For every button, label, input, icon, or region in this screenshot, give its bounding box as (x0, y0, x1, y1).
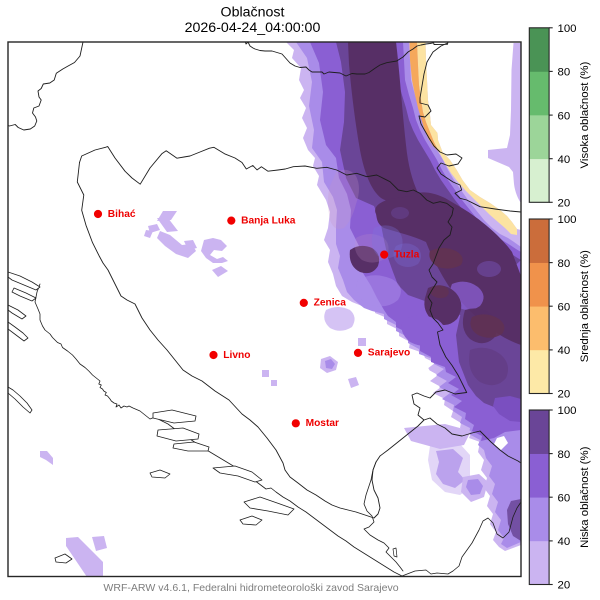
svg-text:Mostar: Mostar (306, 418, 339, 429)
svg-text:Tuzla: Tuzla (394, 249, 420, 260)
svg-text:20: 20 (558, 580, 571, 592)
svg-text:80: 80 (558, 258, 571, 270)
svg-text:20: 20 (558, 389, 571, 401)
svg-text:80: 80 (558, 67, 571, 79)
svg-text:40: 40 (558, 154, 571, 166)
svg-text:Sarajevo: Sarajevo (368, 348, 410, 359)
svg-text:20: 20 (558, 198, 571, 210)
svg-text:Banja Luka: Banja Luka (241, 215, 296, 226)
svg-text:Srednja oblačnost (%): Srednja oblačnost (%) (579, 250, 591, 362)
svg-text:Livno: Livno (223, 350, 250, 361)
svg-text:60: 60 (558, 301, 571, 313)
svg-text:100: 100 (558, 23, 577, 35)
svg-text:Bihać: Bihać (108, 209, 136, 220)
svg-text:100: 100 (558, 214, 577, 226)
svg-text:2026-04-24_04:00:00: 2026-04-24_04:00:00 (185, 20, 321, 36)
svg-text:Oblačnost: Oblačnost (221, 4, 285, 20)
svg-text:40: 40 (558, 536, 571, 548)
svg-text:80: 80 (558, 449, 571, 461)
svg-text:Visoka oblačnost (%): Visoka oblačnost (%) (579, 61, 591, 168)
svg-text:WRF-ARW v4.6.1, Federalni hidr: WRF-ARW v4.6.1, Federalni hidrometeorolo… (103, 582, 398, 594)
svg-text:Zenica: Zenica (314, 298, 347, 309)
svg-text:Niska oblačnost (%): Niska oblačnost (%) (579, 446, 591, 547)
svg-text:100: 100 (558, 405, 577, 417)
svg-text:60: 60 (558, 492, 571, 504)
svg-text:40: 40 (558, 345, 571, 357)
svg-text:60: 60 (558, 110, 571, 122)
